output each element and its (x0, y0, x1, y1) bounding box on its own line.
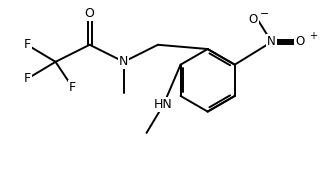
Text: O: O (295, 35, 305, 49)
Text: HN: HN (154, 98, 173, 111)
Text: N: N (267, 35, 276, 49)
Text: O: O (248, 13, 258, 26)
Text: F: F (23, 72, 31, 85)
Text: O: O (85, 7, 95, 20)
Text: F: F (69, 81, 76, 94)
Text: −: − (260, 9, 269, 19)
Text: N: N (119, 55, 128, 68)
Text: F: F (23, 38, 31, 51)
Text: +: + (309, 31, 317, 41)
